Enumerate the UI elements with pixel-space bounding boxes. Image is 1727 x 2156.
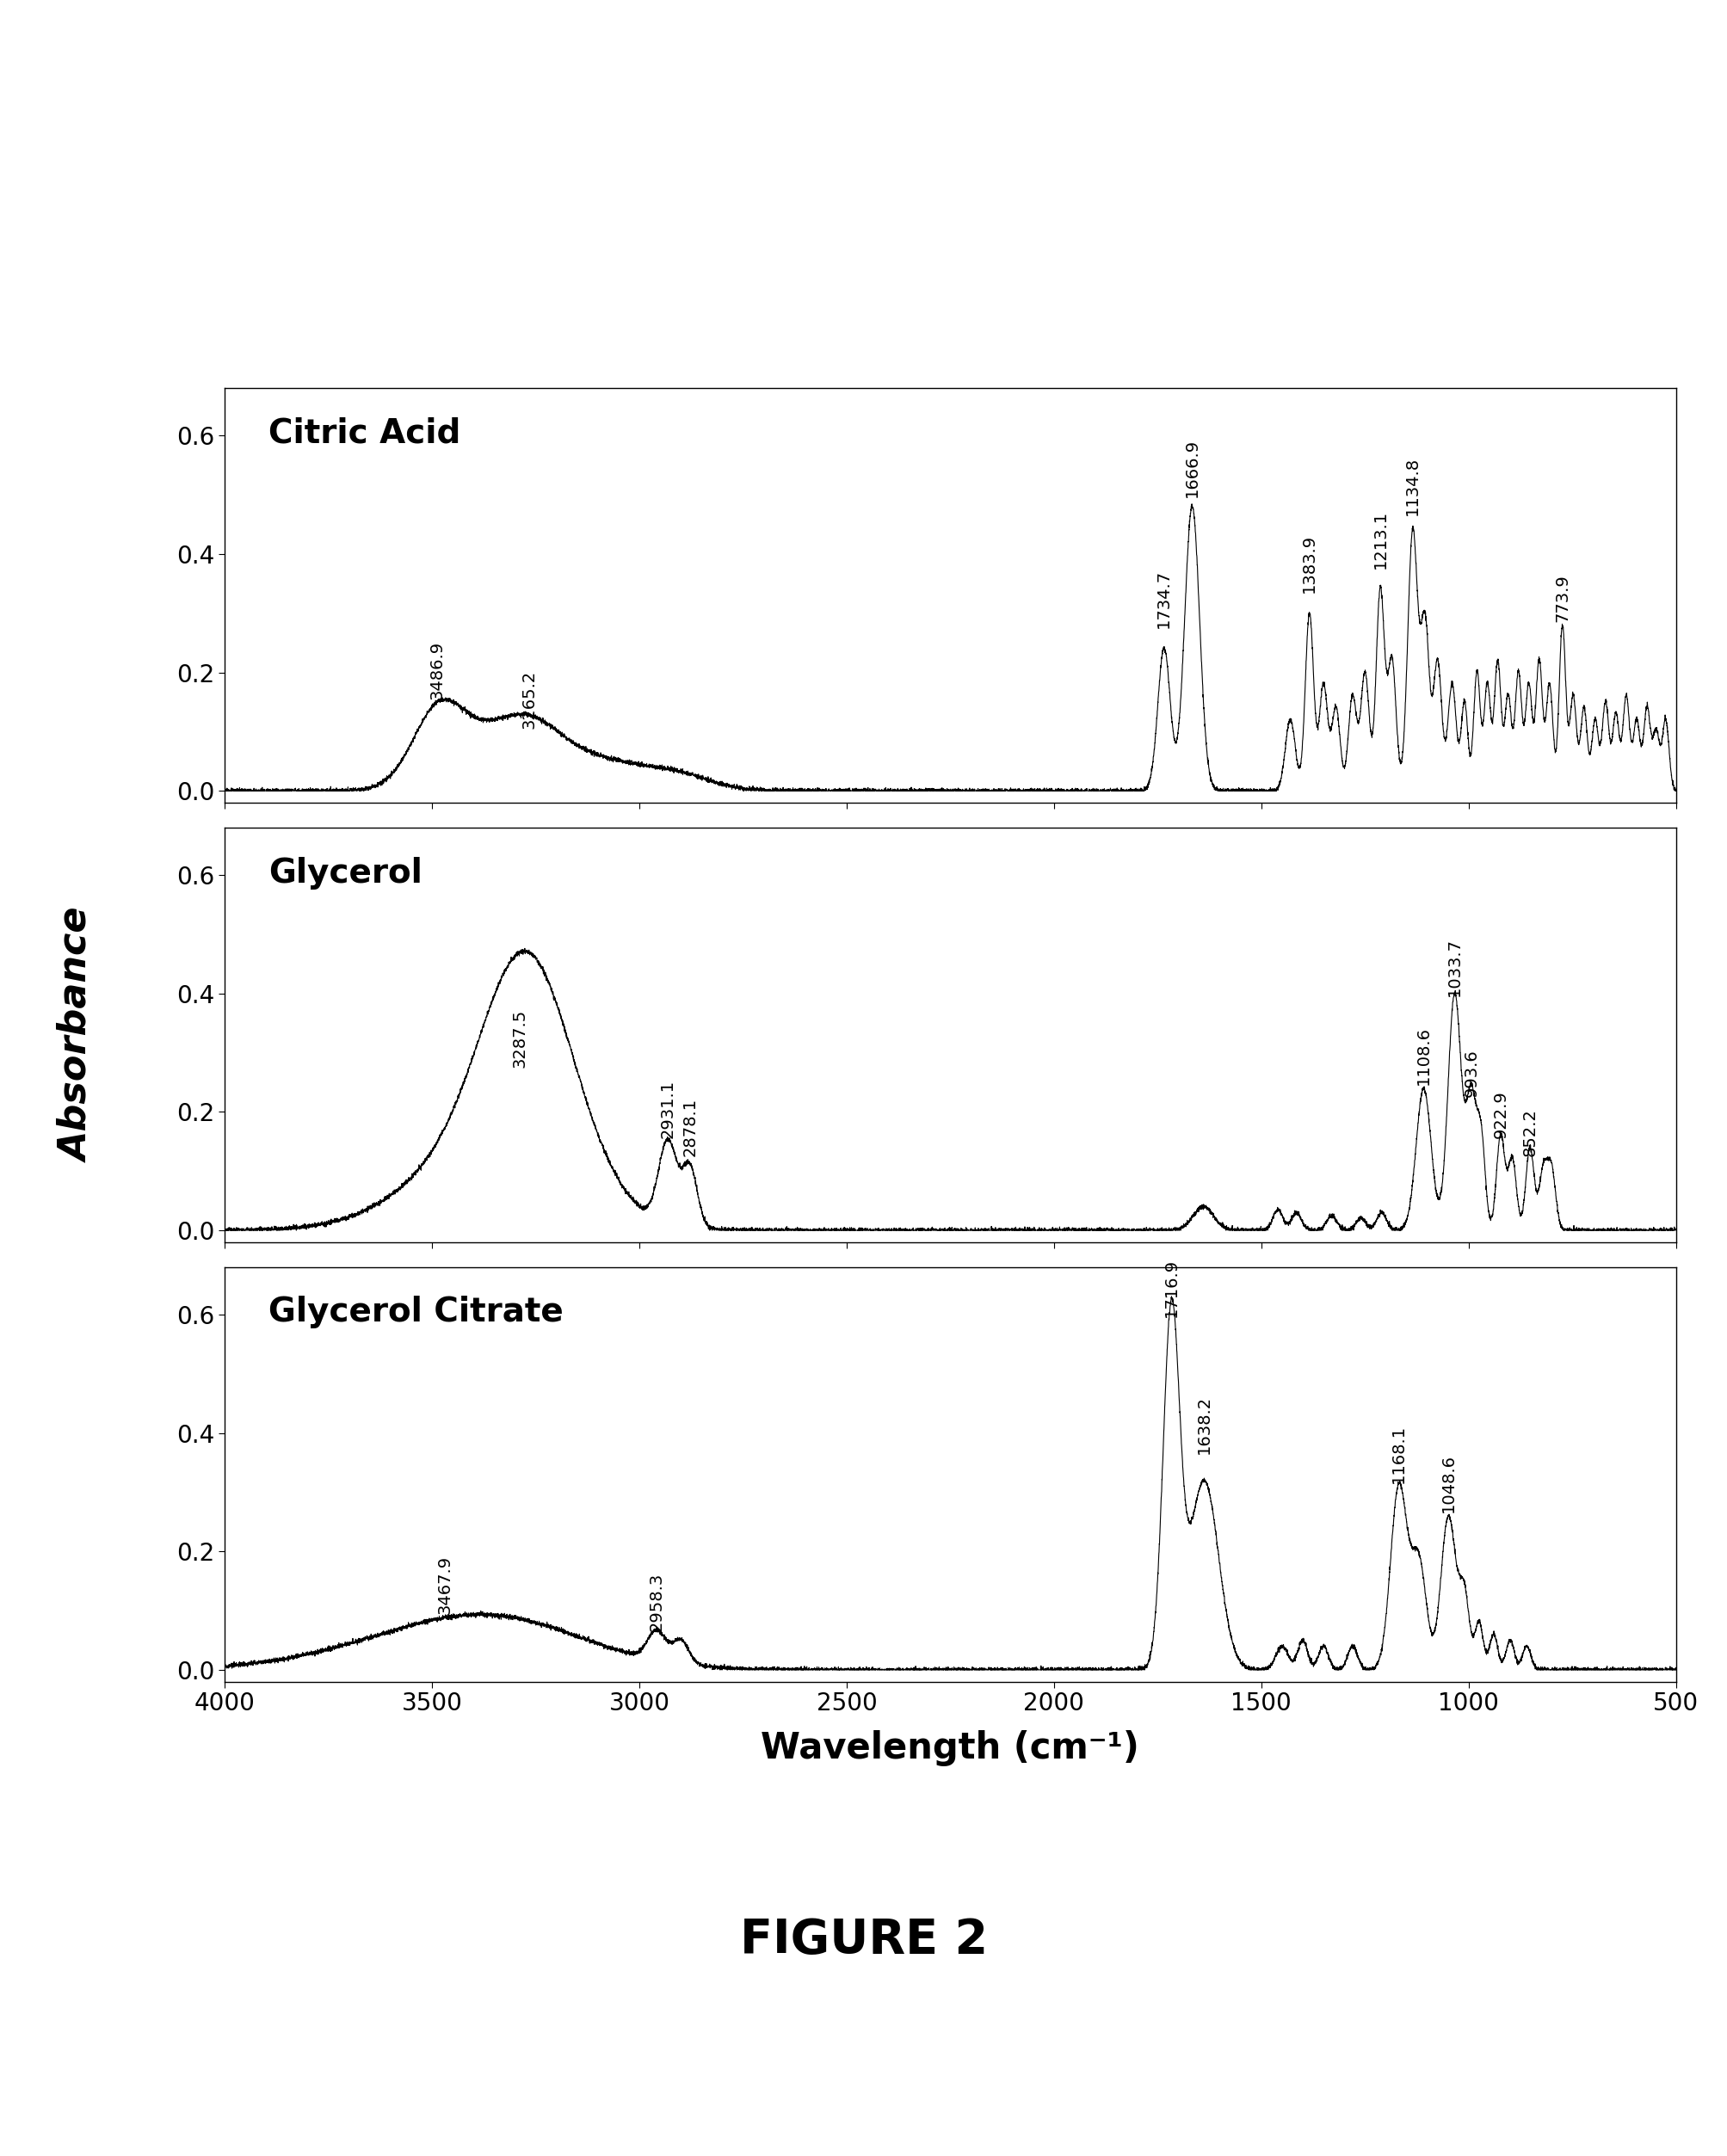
Text: Glycerol: Glycerol [268,856,421,888]
Text: 3486.9: 3486.9 [428,640,446,699]
Text: FIGURE 2: FIGURE 2 [739,1917,988,1964]
Text: 1638.2: 1638.2 [1195,1395,1212,1453]
Text: 3287.5: 3287.5 [511,1009,528,1067]
Text: 1134.8: 1134.8 [1404,457,1420,515]
Text: 1666.9: 1666.9 [1183,440,1200,498]
Text: 1048.6: 1048.6 [1440,1455,1456,1514]
Text: 3265.2: 3265.2 [522,671,537,729]
X-axis label: Wavelength (cm⁻¹): Wavelength (cm⁻¹) [760,1731,1140,1766]
Text: 852.2: 852.2 [1521,1108,1537,1156]
Text: 2958.3: 2958.3 [648,1572,665,1632]
Text: 2931.1: 2931.1 [660,1080,675,1138]
Text: Glycerol Citrate: Glycerol Citrate [268,1296,563,1328]
Text: 922.9: 922.9 [1492,1091,1508,1138]
Text: Citric Acid: Citric Acid [268,416,459,451]
Text: 993.6: 993.6 [1463,1050,1478,1097]
Text: 1213.1: 1213.1 [1371,511,1389,569]
Text: 1383.9: 1383.9 [1300,535,1318,593]
Text: 773.9: 773.9 [1554,573,1570,623]
Text: 1168.1: 1168.1 [1390,1425,1406,1483]
Text: Absorbance: Absorbance [59,908,97,1162]
Text: 1108.6: 1108.6 [1414,1026,1432,1084]
Text: 1033.7: 1033.7 [1445,938,1463,996]
Text: 3467.9: 3467.9 [437,1554,452,1613]
Text: 1734.7: 1734.7 [1155,569,1171,627]
Text: 1716.9: 1716.9 [1162,1259,1180,1317]
Text: 2878.1: 2878.1 [682,1097,698,1156]
